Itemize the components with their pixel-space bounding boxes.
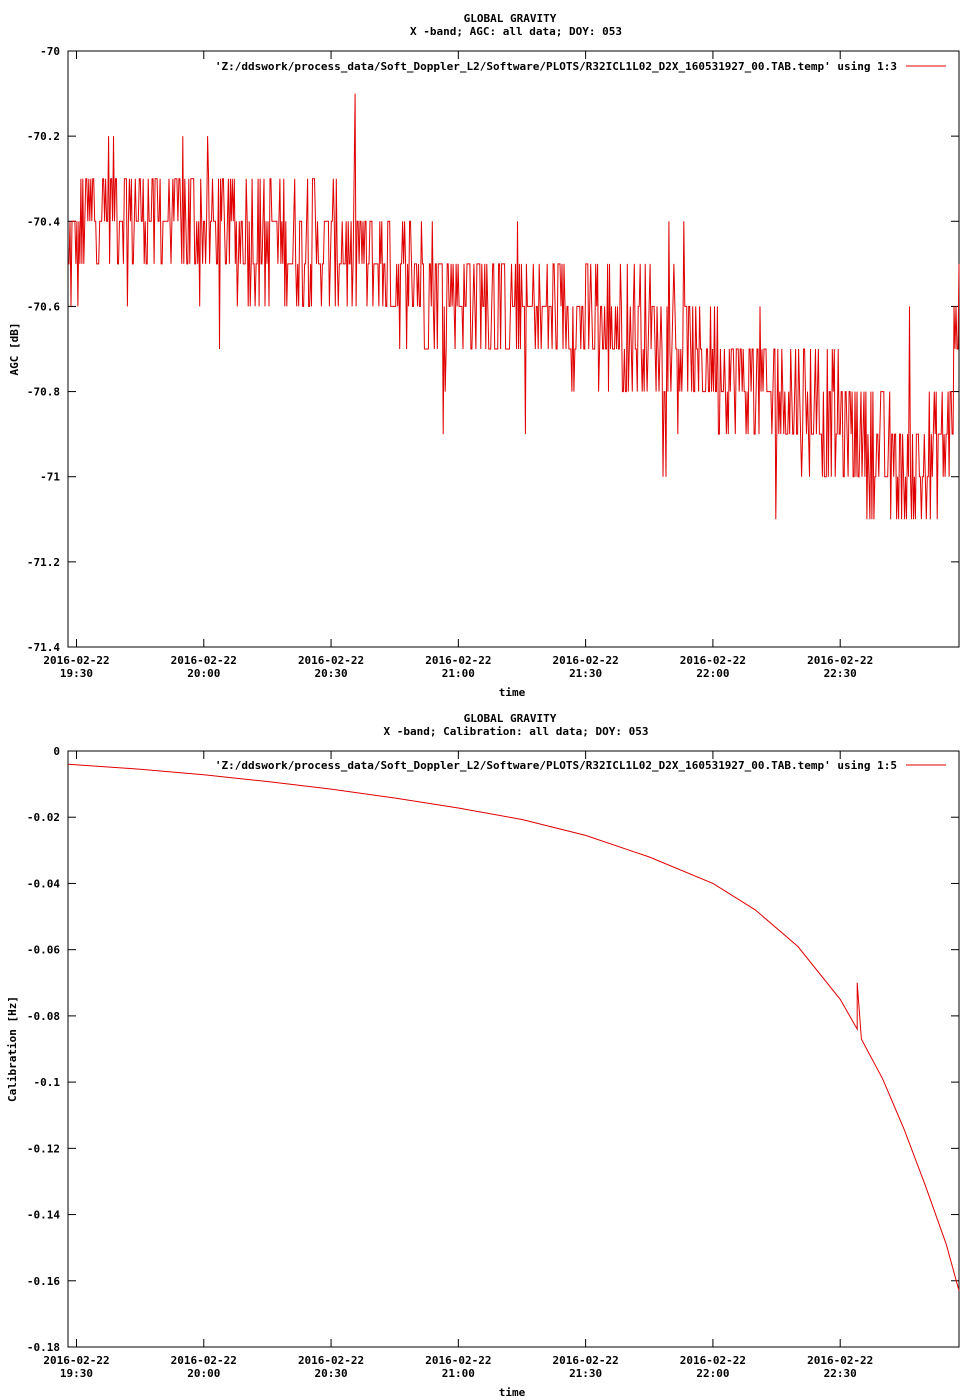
y-tick-label: -0.18 bbox=[27, 1341, 60, 1354]
agc-plot-frame bbox=[67, 50, 960, 648]
x-tick-time-label: 20:30 bbox=[314, 667, 347, 680]
x-tick-date-label: 2016-02-22 bbox=[680, 654, 746, 667]
agc-legend-label: 'Z:/ddswork/process_data/Soft_Doppler_L2… bbox=[215, 60, 897, 73]
y-tick-label: -71 bbox=[40, 471, 60, 484]
x-tick-time-label: 22:00 bbox=[696, 667, 729, 680]
y-tick-label: -0.1 bbox=[34, 1076, 61, 1089]
y-tick-label: -0.14 bbox=[27, 1209, 60, 1222]
x-tick-date-label: 2016-02-22 bbox=[298, 1354, 364, 1367]
x-tick-date-label: 2016-02-22 bbox=[298, 654, 364, 667]
y-tick-label: -0.08 bbox=[27, 1010, 60, 1023]
x-tick-date-label: 2016-02-22 bbox=[171, 654, 237, 667]
y-tick-label: -0.16 bbox=[27, 1275, 60, 1288]
x-tick-time-label: 21:30 bbox=[569, 1367, 602, 1380]
calibration-x-axis-label: time bbox=[499, 1386, 526, 1399]
x-tick-date-label: 2016-02-22 bbox=[807, 654, 873, 667]
y-tick-label: -0.02 bbox=[27, 811, 60, 824]
calibration-series-line bbox=[67, 763, 960, 1291]
agc-chart-subtitle: X -band; AGC: all data; DOY: 053 bbox=[410, 25, 622, 38]
calibration-plot-frame bbox=[67, 750, 960, 1348]
calibration-chart: GLOBAL GRAVITY X -band; Calibration: all… bbox=[6, 712, 960, 1399]
y-tick-label: -71.2 bbox=[27, 556, 60, 569]
x-tick-time-label: 19:30 bbox=[60, 1367, 93, 1380]
y-tick-label: -0.04 bbox=[27, 877, 60, 890]
y-tick-label: -70.8 bbox=[27, 386, 60, 399]
x-tick-date-label: 2016-02-22 bbox=[425, 654, 491, 667]
agc-x-axis-label: time bbox=[499, 686, 526, 699]
x-tick-time-label: 22:30 bbox=[824, 1367, 857, 1380]
agc-y-axis-label: AGC [dB] bbox=[8, 323, 21, 376]
x-tick-date-label: 2016-02-22 bbox=[553, 1354, 619, 1367]
calibration-legend-label: 'Z:/ddswork/process_data/Soft_Doppler_L2… bbox=[215, 759, 897, 772]
calibration-chart-subtitle: X -band; Calibration: all data; DOY: 053 bbox=[384, 725, 649, 738]
calibration-chart-title: GLOBAL GRAVITY bbox=[464, 712, 557, 725]
x-tick-date-label: 2016-02-22 bbox=[680, 1354, 746, 1367]
x-tick-time-label: 21:00 bbox=[442, 667, 475, 680]
agc-series-line bbox=[68, 93, 960, 520]
y-tick-label: -71.4 bbox=[27, 641, 60, 654]
x-tick-time-label: 20:00 bbox=[187, 667, 220, 680]
x-tick-time-label: 20:00 bbox=[187, 1367, 220, 1380]
x-tick-date-label: 2016-02-22 bbox=[171, 1354, 237, 1367]
y-tick-label: -70.4 bbox=[27, 215, 60, 228]
agc-chart-title: GLOBAL GRAVITY bbox=[464, 12, 557, 25]
y-tick-label: -70 bbox=[40, 45, 60, 58]
x-tick-time-label: 19:30 bbox=[60, 667, 93, 680]
x-tick-date-label: 2016-02-22 bbox=[553, 654, 619, 667]
x-tick-date-label: 2016-02-22 bbox=[425, 1354, 491, 1367]
y-tick-label: -70.2 bbox=[27, 130, 60, 143]
x-tick-time-label: 22:30 bbox=[824, 667, 857, 680]
calibration-y-axis-label: Calibration [Hz] bbox=[6, 996, 19, 1102]
x-tick-date-label: 2016-02-22 bbox=[807, 1354, 873, 1367]
x-tick-time-label: 22:00 bbox=[696, 1367, 729, 1380]
x-tick-date-label: 2016-02-22 bbox=[43, 1354, 109, 1367]
y-tick-label: -0.06 bbox=[27, 944, 60, 957]
x-tick-date-label: 2016-02-22 bbox=[43, 654, 109, 667]
x-tick-time-label: 20:30 bbox=[314, 1367, 347, 1380]
y-tick-label: -0.12 bbox=[27, 1142, 60, 1155]
x-tick-time-label: 21:30 bbox=[569, 667, 602, 680]
y-tick-label: -70.6 bbox=[27, 300, 60, 313]
x-tick-time-label: 21:00 bbox=[442, 1367, 475, 1380]
agc-chart: GLOBAL GRAVITY X -band; AGC: all data; D… bbox=[8, 12, 960, 699]
y-tick-label: 0 bbox=[53, 745, 60, 758]
